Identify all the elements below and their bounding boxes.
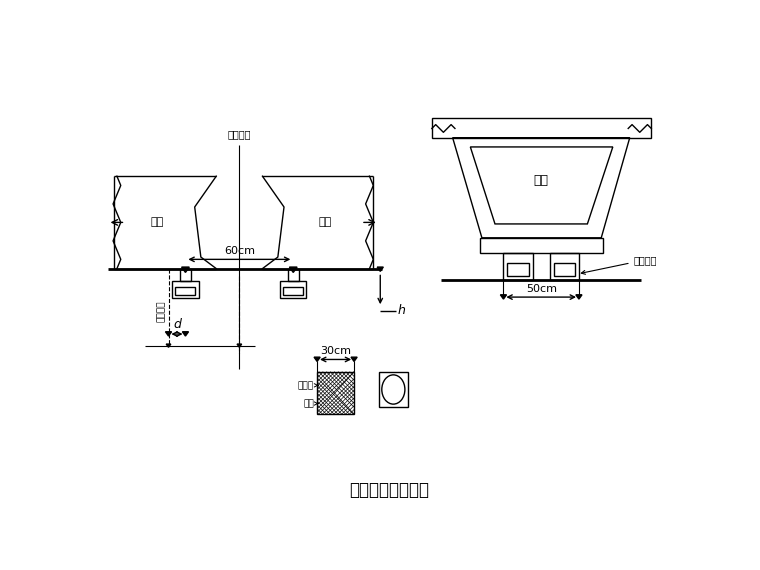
Text: 临时垒座: 临时垒座: [581, 255, 657, 274]
Bar: [317, 372, 354, 414]
Text: 主梁: 主梁: [534, 173, 549, 186]
Text: d: d: [173, 318, 181, 331]
Bar: [480, 238, 603, 253]
Text: 钒垄板: 钒垄板: [298, 381, 314, 390]
Bar: [280, 281, 306, 298]
Text: 桥嵩中线: 桥嵩中线: [227, 129, 251, 139]
Polygon shape: [290, 267, 297, 272]
Bar: [283, 287, 303, 295]
Bar: [176, 287, 195, 295]
Polygon shape: [500, 295, 506, 299]
Polygon shape: [166, 344, 171, 347]
Text: 30cm: 30cm: [320, 345, 351, 356]
Bar: [508, 263, 529, 276]
Text: 主梁: 主梁: [318, 217, 331, 227]
Polygon shape: [377, 267, 383, 271]
Bar: [288, 268, 299, 281]
Polygon shape: [166, 332, 172, 336]
Text: h: h: [397, 304, 405, 317]
Bar: [378, 372, 408, 407]
Polygon shape: [576, 295, 582, 299]
Bar: [503, 253, 533, 280]
Polygon shape: [351, 357, 357, 361]
Bar: [549, 253, 579, 280]
Text: 50cm: 50cm: [526, 284, 556, 294]
Polygon shape: [237, 344, 242, 347]
Bar: [553, 263, 575, 276]
Text: 60cm: 60cm: [224, 246, 255, 255]
Polygon shape: [182, 267, 189, 272]
Text: 主梁: 主梁: [150, 217, 163, 227]
Polygon shape: [314, 357, 320, 361]
Polygon shape: [182, 332, 188, 336]
Bar: [173, 281, 198, 298]
Bar: [180, 268, 191, 281]
Text: 桥嵩边线: 桥嵩边线: [157, 300, 166, 321]
Text: 非连续端临时支座: 非连续端临时支座: [350, 481, 429, 499]
Bar: [432, 119, 651, 138]
Text: 细砂: 细砂: [303, 399, 314, 408]
